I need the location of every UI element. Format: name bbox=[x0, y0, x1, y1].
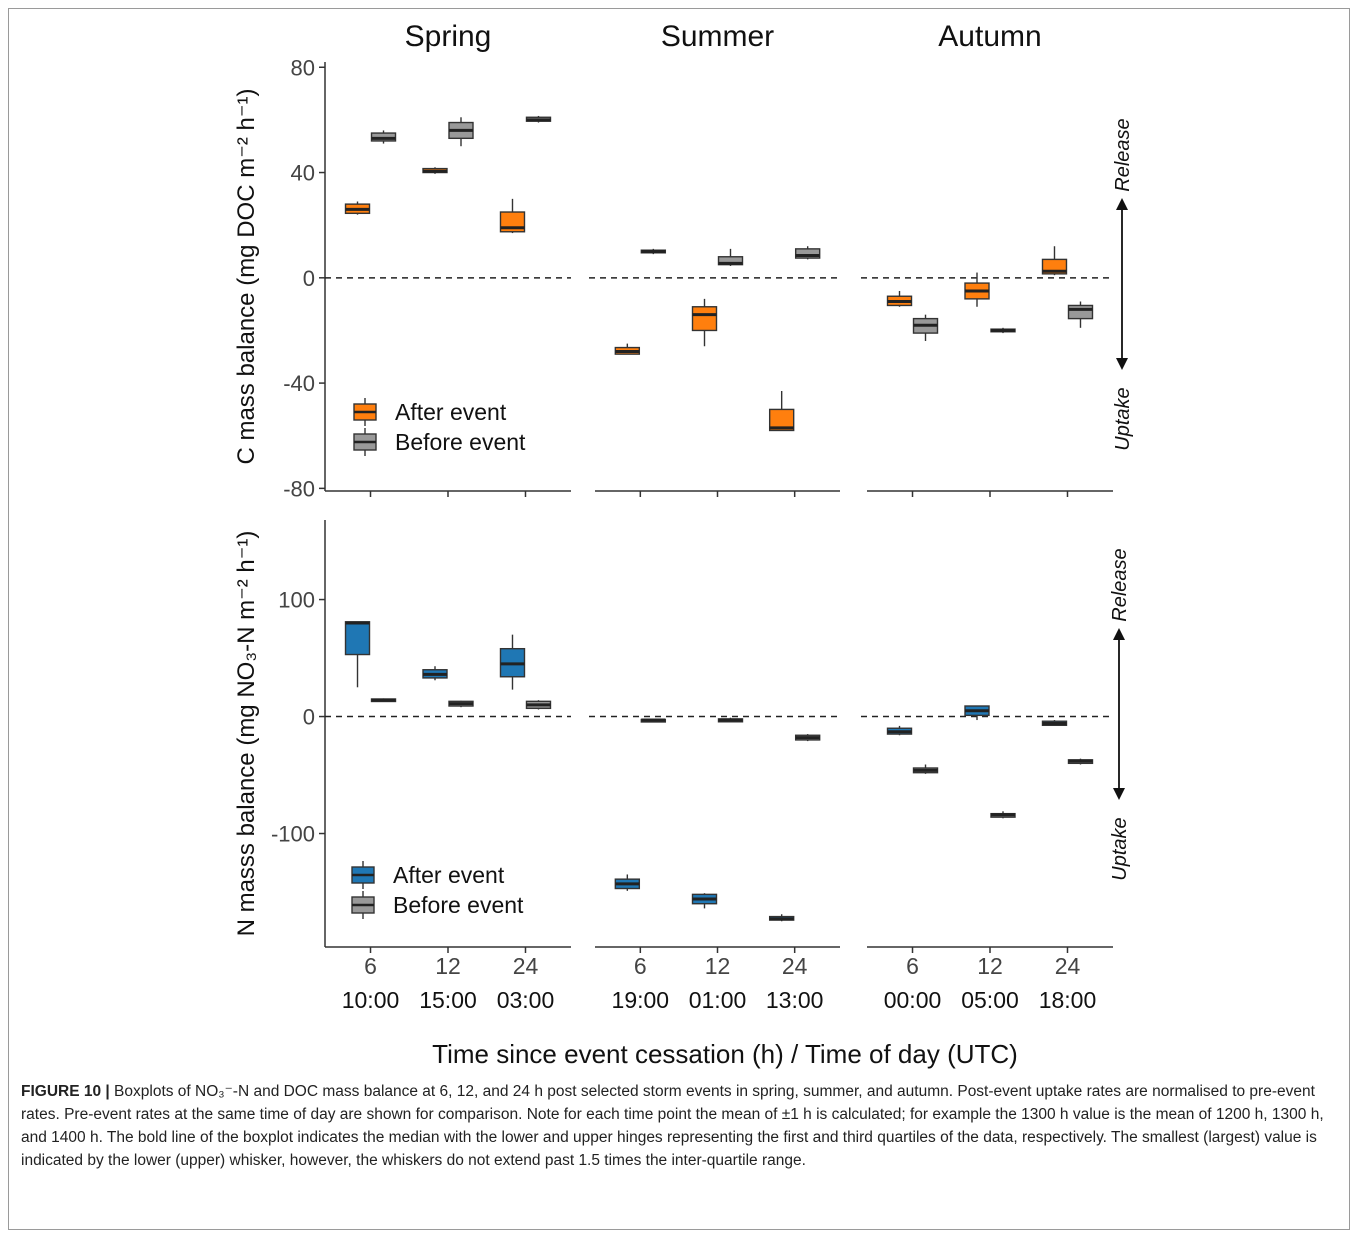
y-tick-label-c: 80 bbox=[291, 55, 315, 80]
y-tick-label-c: 0 bbox=[303, 266, 315, 291]
release-label-c: Release bbox=[1112, 118, 1134, 191]
y-tick-label-c: -40 bbox=[283, 371, 315, 396]
x-tick-label: 6 bbox=[634, 953, 647, 979]
x-tick-label: 12 bbox=[435, 953, 461, 979]
y-tick-label-n: 0 bbox=[303, 705, 315, 730]
time-of-day-label: 03:00 bbox=[497, 987, 555, 1013]
facet-title-autumn: Autumn bbox=[938, 20, 1041, 53]
x-tick-label: 24 bbox=[513, 953, 539, 979]
box-after-c-summer-24 bbox=[768, 408, 795, 432]
y-tick-label-c: -80 bbox=[283, 476, 315, 501]
x-tick-label: 12 bbox=[705, 953, 731, 979]
legend-label-before-n: Before event bbox=[393, 892, 524, 918]
legend-label-after-c: After event bbox=[395, 399, 507, 425]
legend-label-after-n: After event bbox=[393, 862, 505, 888]
time-of-day-label: 18:00 bbox=[1039, 987, 1097, 1013]
uptake-label-n: Uptake bbox=[1109, 817, 1131, 880]
time-of-day-label: 10:00 bbox=[342, 987, 400, 1013]
figure-frame bbox=[8, 8, 1350, 1230]
arrow-head-up-c bbox=[1116, 198, 1128, 210]
time-of-day-label: 05:00 bbox=[961, 987, 1019, 1013]
box-before-c-autumn-24 bbox=[1067, 304, 1094, 320]
figure-label: FIGURE 10 | bbox=[21, 1083, 110, 1100]
uptake-label-c: Uptake bbox=[1112, 387, 1134, 450]
box-before-c-summer-24 bbox=[794, 248, 821, 259]
facet-title-summer: Summer bbox=[661, 20, 774, 53]
figure-caption: FIGURE 10 | Boxplots of NO₃⁻-N and DOC m… bbox=[21, 1080, 1339, 1172]
x-tick-label: 24 bbox=[1055, 953, 1081, 979]
x-tick-label: 12 bbox=[977, 953, 1003, 979]
x-axis-label: Time since event cessation (h) / Time of… bbox=[432, 1039, 1018, 1069]
box-after-c-summer-12 bbox=[691, 306, 718, 332]
legend-label-before-c: Before event bbox=[395, 429, 526, 455]
y-tick-label-n: 100 bbox=[278, 588, 315, 613]
release-label-n: Release bbox=[1109, 548, 1131, 621]
x-tick-label: 6 bbox=[906, 953, 919, 979]
time-of-day-label: 00:00 bbox=[884, 987, 942, 1013]
x-tick-label: 24 bbox=[782, 953, 808, 979]
y-axis-label-n: N masss balance (mg NO₃-N m⁻² h⁻¹) bbox=[233, 531, 260, 937]
x-tick-label: 6 bbox=[364, 953, 377, 979]
arrow-head-down-c bbox=[1116, 358, 1128, 370]
time-of-day-label: 15:00 bbox=[419, 987, 477, 1013]
y-tick-label-c: 40 bbox=[291, 161, 315, 186]
y-axis-label-c: C mass balance (mg DOC m⁻² h⁻¹) bbox=[233, 88, 260, 464]
arrow-head-up-n bbox=[1113, 628, 1125, 640]
boxplot-figure: Spring Summer Autumn -80 -40 0 40 80 C mass bala… bbox=[233, 20, 1134, 1069]
arrow-head-down-n bbox=[1113, 788, 1125, 800]
time-of-day-label: 19:00 bbox=[612, 987, 670, 1013]
y-tick-label-n: -100 bbox=[271, 822, 315, 847]
facet-title-spring: Spring bbox=[405, 20, 492, 53]
box-after-n-spring-6 bbox=[344, 621, 371, 656]
time-of-day-label: 01:00 bbox=[689, 987, 747, 1013]
caption-text: Boxplots of NO₃⁻-N and DOC mass balance … bbox=[21, 1083, 1324, 1169]
time-of-day-label: 13:00 bbox=[766, 987, 824, 1013]
